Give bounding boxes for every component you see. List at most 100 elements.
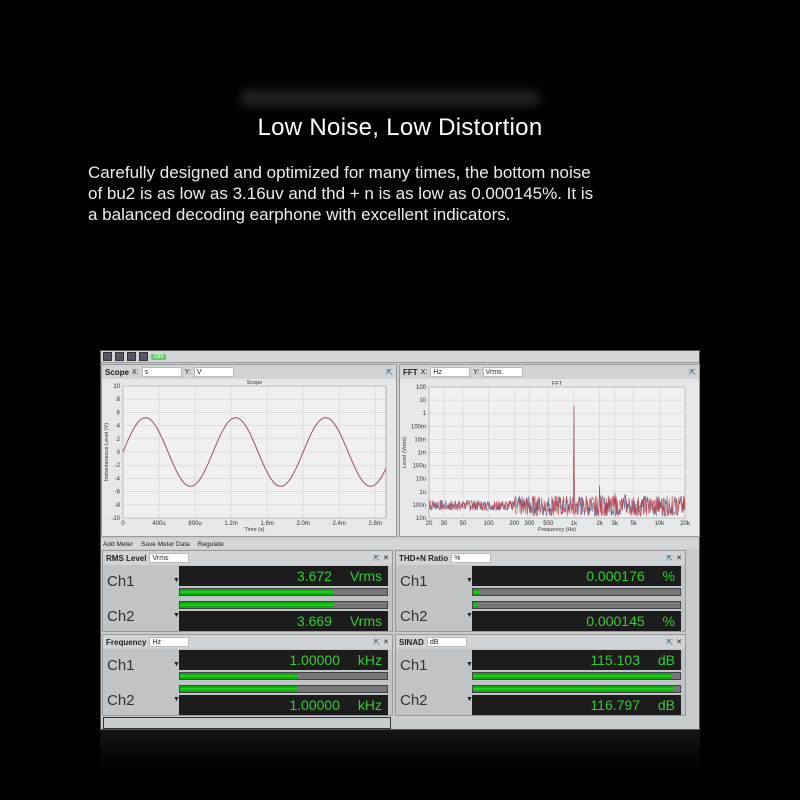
meter-unit: % [662, 613, 675, 629]
level-bar-fill [473, 686, 674, 692]
x-tick-label: 2.4m [332, 521, 345, 527]
close-icon[interactable]: ✕ [383, 639, 389, 646]
toolbar: ON [101, 351, 699, 363]
meter-value: 3.669 [296, 613, 332, 629]
x-unit-select[interactable]: Hz [430, 367, 471, 377]
y-tick-label: 8 [117, 397, 121, 403]
meter-panel: SINAD dB ⇱ ✕ Ch1 ▼ 115.103 dB Ch2 ▼ 116.797… [395, 634, 686, 716]
channel-dropdown-icon[interactable]: ▼ [466, 696, 473, 703]
meter-value: 0.000176 [586, 568, 645, 584]
meter-readout: 3.669 Vrms [179, 611, 388, 631]
meter-title: THD+N Ratio [399, 553, 449, 563]
level-bar [179, 601, 388, 609]
meter-readout: 1.00000 kHz [179, 650, 388, 670]
channel-dropdown-icon[interactable]: ▼ [466, 577, 473, 584]
clock-icon[interactable] [127, 352, 136, 361]
y-unit-select[interactable]: V [193, 367, 234, 377]
y-tick-label: 6 [117, 410, 121, 416]
unit-select[interactable]: Hz [149, 637, 190, 647]
y-tick-label: 10m [414, 437, 426, 443]
meter-readout: 3.672 Vrms [179, 566, 388, 586]
meter-unit: dB [657, 697, 675, 713]
chart-title: FFT [552, 381, 563, 387]
x-unit-select[interactable]: s [141, 367, 182, 377]
x-tick-label: 400u [152, 521, 165, 527]
desc-line: a balanced decoding earphone with excell… [88, 205, 511, 224]
channel-dropdown-icon[interactable]: ▼ [466, 661, 473, 668]
y-unit-select[interactable]: Vrms [482, 367, 523, 377]
y-tick-label: 100u [413, 464, 426, 470]
y-tick-label: -8 [115, 503, 121, 509]
unit-select[interactable]: Vrms [149, 553, 190, 563]
x-tick-label: 100 [484, 521, 495, 527]
y-tick-label: 100n [413, 503, 426, 509]
channel-dropdown-icon[interactable]: ▼ [466, 612, 473, 619]
close-icon[interactable]: ✕ [676, 639, 682, 646]
fft-panel: FFT X: Hz Y: Vrms ⇱ FFT Frequency (Hz) Lev… [399, 364, 700, 537]
popout-icon[interactable]: ⇱ [373, 553, 381, 563]
channel-row: Ch2 ▼ 116.797 dB [396, 683, 685, 716]
close-icon[interactable]: ✕ [383, 555, 389, 562]
popout-icon[interactable]: ⇱ [386, 367, 393, 377]
popout-icon[interactable]: ⇱ [373, 637, 381, 647]
chart-title: Scope [247, 380, 263, 386]
y-tick-label: 10 [419, 398, 426, 404]
meter-panel: THD+N Ratio% ⇱ ✕ Ch1 ▼ 0.000176 % Ch2 ▼ 0.… [395, 550, 686, 632]
desc-line: Carefully designed and optimized for man… [88, 163, 591, 182]
level-bar [472, 685, 681, 693]
y-axis-label: Level (Vrms) [402, 437, 408, 468]
meter-value: 1.00000 [289, 697, 340, 713]
channel-dropdown-icon[interactable]: ▼ [173, 661, 180, 668]
popout-icon[interactable]: ⇱ [689, 367, 696, 377]
x-tick-label: 2.8m [369, 521, 382, 527]
y-tick-label: 1u [419, 490, 426, 496]
x-tick-label: 2k [596, 521, 603, 527]
add-meter-button[interactable]: Add Meter [103, 540, 133, 548]
description: Carefully designed and optimized for man… [88, 162, 728, 225]
chart-icon[interactable] [115, 352, 124, 361]
meter-header: THD+N Ratio% ⇱ ✕ [396, 551, 685, 565]
level-bar-fill [473, 602, 478, 608]
meter-title: RMS Level [106, 553, 147, 563]
unit-select[interactable]: % [451, 553, 492, 563]
unit-select[interactable]: dB [426, 637, 467, 647]
x-tick-label: 200 [509, 521, 520, 527]
popout-icon[interactable]: ⇱ [666, 553, 674, 563]
x-axis-label: Frequency (Hz) [538, 527, 576, 533]
level-bar-fill [180, 673, 298, 679]
channel-dropdown-icon[interactable]: ▼ [173, 696, 180, 703]
x-tick-label: 5k [630, 521, 637, 527]
x-tick-label: 1k [571, 521, 578, 527]
reflection [100, 730, 700, 770]
channel-label: Ch1 [107, 573, 135, 590]
on-toggle[interactable]: ON [151, 353, 166, 360]
scope-trace [122, 417, 387, 487]
settings-icon[interactable] [139, 352, 148, 361]
close-icon[interactable]: ✕ [676, 555, 682, 562]
channel-dropdown-icon[interactable]: ▼ [173, 577, 180, 584]
layout-icon[interactable] [103, 352, 112, 361]
channel-label: Ch2 [400, 608, 428, 625]
x-label: X: [132, 368, 139, 376]
x-tick-label: 50 [460, 521, 467, 527]
popout-icon[interactable]: ⇱ [666, 637, 674, 647]
regulate-button[interactable]: Regulate [197, 540, 224, 548]
meter-unit: Vrms [349, 613, 382, 629]
fft-chart: FFT Frequency (Hz) Level (Vrms) 100 10 1 100m 1… [402, 381, 691, 533]
analyzer-window: ON Scope X: s Y: V ⇱ Scope Time (s) Instan… [100, 350, 700, 730]
meter-value: 116.797 [590, 697, 640, 713]
channel-dropdown-icon[interactable]: ▼ [173, 612, 180, 619]
meter-readout: 0.000145 % [472, 611, 681, 631]
scroll-area[interactable] [103, 717, 391, 729]
y-axis-label: Instantaneous Level (V) [104, 423, 110, 481]
x-tick-label: 300 [524, 521, 535, 527]
y-tick-label: 0 [117, 450, 121, 456]
channel-row: Ch1 ▼ 0.000176 % [396, 565, 685, 598]
x-label: X: [420, 368, 428, 376]
save-meter-data-button[interactable]: Save Meter Data [141, 540, 190, 548]
level-bar-fill [180, 602, 334, 608]
channel-row: Ch2 ▼ 3.669 Vrms [103, 599, 392, 632]
y-tick-label: 1 [423, 411, 427, 417]
y-tick-label: 10u [416, 477, 426, 483]
x-tick-label: 0 [121, 521, 125, 527]
